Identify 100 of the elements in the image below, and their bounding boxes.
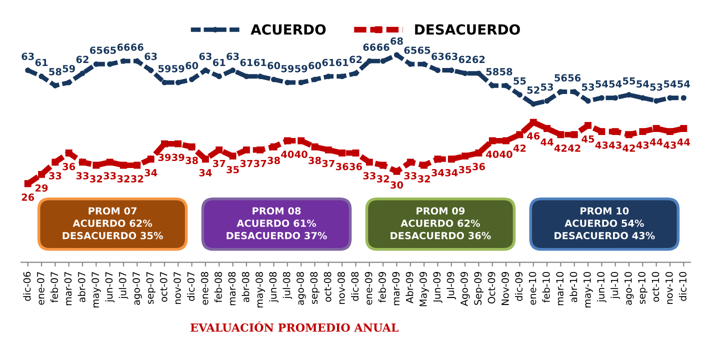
data-label: 39 xyxy=(158,154,171,162)
x-tick-label: Ago-09 xyxy=(460,272,470,306)
data-label: 40 xyxy=(500,150,512,158)
data-label: 43 xyxy=(609,141,622,149)
data-label: 61 xyxy=(240,58,253,66)
data-label: 54 xyxy=(636,80,649,88)
x-tick-label: ene-09 xyxy=(364,272,372,305)
x-tick-label: ene-07 xyxy=(36,272,44,305)
data-label: 56 xyxy=(554,74,567,82)
x-tick-label: dic-09 xyxy=(515,272,523,301)
data-label: 63 xyxy=(22,52,34,60)
x-tick-label: abr-10 xyxy=(570,272,578,302)
x-tick-label: mar-08 xyxy=(228,272,236,306)
x-tick-label: ago-07 xyxy=(132,272,142,305)
data-label: 61 xyxy=(336,58,348,66)
data-label: 34 xyxy=(445,169,458,176)
data-label: 59 xyxy=(281,64,294,72)
data-label: 65 xyxy=(90,46,102,54)
x-tick-label: dic-08 xyxy=(351,272,359,301)
data-label: 42 xyxy=(568,144,580,152)
data-label: 44 xyxy=(677,138,690,146)
data-label: 62 xyxy=(76,56,88,64)
data-label: 34 xyxy=(144,169,158,176)
data-label: 61 xyxy=(35,58,48,66)
x-tick-label: Jul-09 xyxy=(446,272,456,300)
x-tick-label: jul-10 xyxy=(610,272,620,299)
data-label: 34 xyxy=(199,169,212,176)
data-label: 43 xyxy=(664,141,676,149)
data-label: 54 xyxy=(664,80,676,88)
data-label: 36 xyxy=(336,162,348,170)
x-tick-label: nov-07 xyxy=(174,272,181,304)
data-label: 53 xyxy=(541,83,554,91)
data-label: 66 xyxy=(376,44,390,51)
x-tick-label: jun-10 xyxy=(596,272,606,302)
x-tick-label: ene-10 xyxy=(528,272,536,305)
x-tick-label: oct-08 xyxy=(324,272,332,302)
data-label: 66 xyxy=(363,44,376,51)
data-label: 26 xyxy=(22,194,34,201)
x-tick-label: may-08 xyxy=(256,272,265,308)
data-label: 68 xyxy=(390,37,403,45)
data-label: 32 xyxy=(376,175,389,182)
x-tick-label: feb-09 xyxy=(378,272,386,303)
data-label: 56 xyxy=(568,74,581,82)
data-label: 38 xyxy=(268,156,280,164)
x-tick-label: may-10 xyxy=(583,272,593,308)
data-label: 59 xyxy=(172,64,184,72)
data-label: 33 xyxy=(49,172,62,180)
data-label: 37 xyxy=(213,160,226,168)
x-tick-label: sep-07 xyxy=(146,272,156,304)
data-label: 52 xyxy=(527,86,540,94)
text: PROM 08 ACUERDO 61% DESACUERDO 37% xyxy=(226,207,327,240)
data-label: 65 xyxy=(418,46,430,54)
x-tick-label: abr-08 xyxy=(242,272,250,302)
x-tick-label: Oct-09 xyxy=(488,272,496,304)
data-label: 58 xyxy=(49,68,62,76)
data-label: 63 xyxy=(144,52,157,60)
x-tick-label: May-09 xyxy=(420,272,429,306)
x-tick-label: feb-08 xyxy=(214,272,222,303)
data-label: 35 xyxy=(458,166,472,174)
data-label: 45 xyxy=(582,135,594,143)
data-label: 62 xyxy=(350,56,362,64)
data-label: 34 xyxy=(432,169,444,176)
x-tick-label: ago-10 xyxy=(624,272,634,305)
data-label: 63 xyxy=(432,52,444,60)
data-label: 66 xyxy=(117,44,130,51)
data-label: 33 xyxy=(76,172,88,180)
x-tick-label: jul-08 xyxy=(282,272,292,299)
text: PROM 09 ACUERDO 62% DESACUERDO 36% xyxy=(390,207,491,240)
data-label: 33 xyxy=(363,172,376,180)
data-label: 46 xyxy=(527,132,540,140)
data-label: 35 xyxy=(226,166,239,174)
data-label: 40 xyxy=(281,150,294,158)
data-label: 43 xyxy=(636,141,649,149)
data-label: 60 xyxy=(186,62,198,70)
data-label: 63 xyxy=(199,52,212,60)
data-label: 37 xyxy=(322,160,334,168)
data-label: 44 xyxy=(540,138,554,146)
data-label: 53 xyxy=(582,83,594,91)
data-label: 60 xyxy=(308,62,322,70)
data-label: 54 xyxy=(596,80,608,88)
data-label: 61 xyxy=(322,58,335,66)
x-tick-label: sep-08 xyxy=(310,272,320,304)
data-label: 53 xyxy=(650,83,662,91)
x-tick-label: oct-10 xyxy=(652,272,660,302)
data-label: 54 xyxy=(609,80,622,88)
data-label: 44 xyxy=(650,138,663,146)
x-tick-label: dic-07 xyxy=(187,272,195,301)
data-label: 40 xyxy=(294,150,308,158)
text: PROM 10 ACUERDO 54% DESACUERDO 43% xyxy=(554,207,655,240)
x-tick-label: mar-10 xyxy=(556,272,564,306)
text: EVALUACIÓN PROMEDIO ANUAL xyxy=(190,321,399,332)
data-label: 39 xyxy=(172,154,184,162)
data-label: 32 xyxy=(90,175,102,182)
x-tick-label: sep-10 xyxy=(638,272,648,304)
x-tick-label: jul-07 xyxy=(118,272,128,299)
x-tick-label: Nov-09 xyxy=(502,272,509,305)
data-label: 43 xyxy=(595,141,608,149)
x-tick-label: ene-08 xyxy=(200,272,208,305)
x-tick-label: feb-07 xyxy=(50,272,58,303)
x-tick-label: Sep-09 xyxy=(474,272,484,305)
